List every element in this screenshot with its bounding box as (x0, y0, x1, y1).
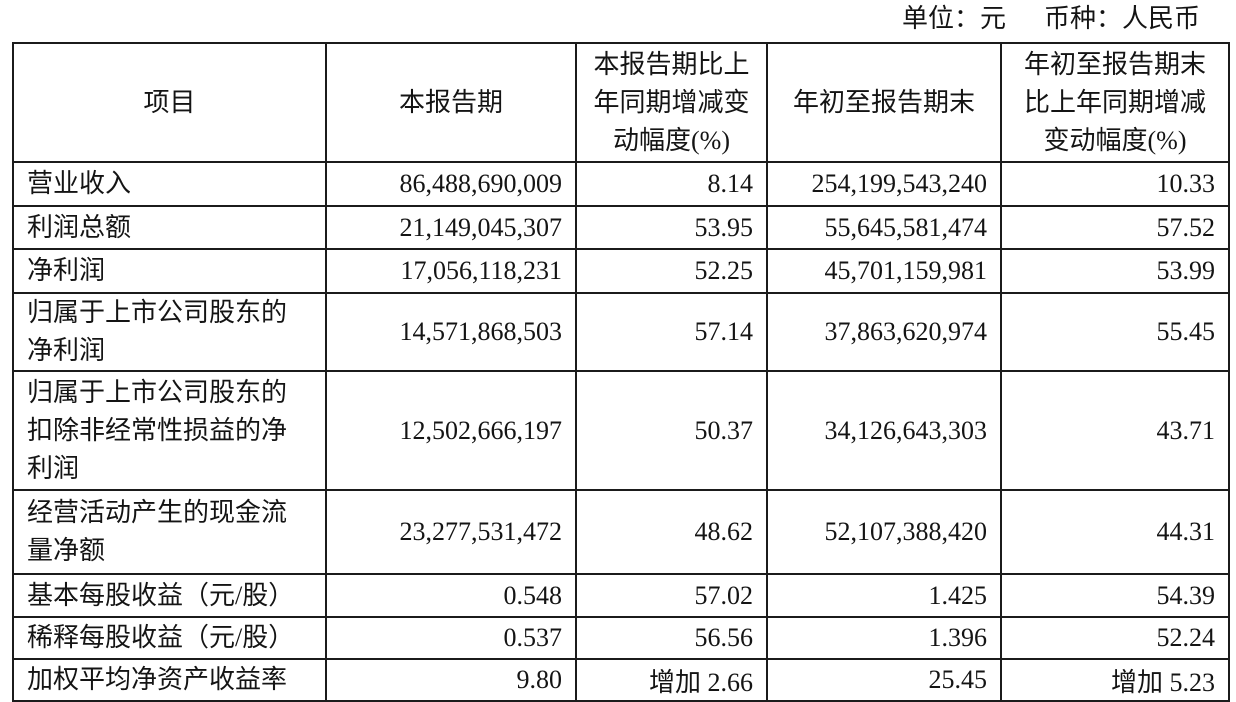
cell-item: 加权平均净资产收益率 (12, 658, 327, 702)
cell-current-change: 57.02 (575, 573, 768, 618)
table-row: 稀释每股收益（元/股） 0.537 56.56 1.396 52.24 (12, 616, 1230, 660)
cell-ytd: 37,863,620,974 (766, 292, 1002, 372)
cell-current-change: 8.14 (575, 161, 768, 207)
table-row: 归属于上市公司股东的 扣除非经常性损益的净 利润 12,502,666,197 … (12, 370, 1230, 491)
cell-current-period: 14,571,868,503 (325, 292, 577, 372)
cell-ytd: 1.425 (766, 573, 1002, 618)
cell-current-change: 57.14 (575, 292, 768, 372)
cell-current-period: 0.537 (325, 616, 577, 660)
col-header-current-change: 本报告期比上 年同期增减变 动幅度(%) (575, 42, 768, 163)
table-row: 归属于上市公司股东的 净利润 14,571,868,503 57.14 37,8… (12, 292, 1230, 372)
cell-current-change: 增加 2.66 (575, 658, 768, 702)
cell-ytd: 55,645,581,474 (766, 205, 1002, 250)
cell-current-period: 12,502,666,197 (325, 370, 577, 491)
cell-ytd: 254,199,543,240 (766, 161, 1002, 207)
cell-current-change: 50.37 (575, 370, 768, 491)
table-row: 营业收入 86,488,690,009 8.14 254,199,543,240… (12, 161, 1230, 207)
cell-ytd: 52,107,388,420 (766, 489, 1002, 575)
cell-current-period: 9.80 (325, 658, 577, 702)
cell-current-period: 23,277,531,472 (325, 489, 577, 575)
table-row: 经营活动产生的现金流 量净额 23,277,531,472 48.62 52,1… (12, 489, 1230, 575)
cell-ytd-change: 57.52 (1000, 205, 1230, 250)
cell-ytd-change: 55.45 (1000, 292, 1230, 372)
col-header-ytd: 年初至报告期末 (766, 42, 1002, 163)
cell-ytd: 1.396 (766, 616, 1002, 660)
cell-ytd: 45,701,159,981 (766, 248, 1002, 294)
cell-item: 净利润 (12, 248, 327, 294)
cell-item: 经营活动产生的现金流 量净额 (12, 489, 327, 575)
cell-ytd: 34,126,643,303 (766, 370, 1002, 491)
table-header-row: 项目 本报告期 本报告期比上 年同期增减变 动幅度(%) 年初至报告期末 年初至… (12, 42, 1230, 163)
cell-item: 归属于上市公司股东的 扣除非经常性损益的净 利润 (12, 370, 327, 491)
col-header-item: 项目 (12, 42, 327, 163)
cell-current-period: 0.548 (325, 573, 577, 618)
table-row: 利润总额 21,149,045,307 53.95 55,645,581,474… (12, 205, 1230, 250)
cell-ytd-change: 52.24 (1000, 616, 1230, 660)
cell-item: 基本每股收益（元/股） (12, 573, 327, 618)
cell-ytd-change: 增加 5.23 (1000, 658, 1230, 702)
currency-label: 币种：人民币 (1043, 4, 1200, 33)
cell-current-change: 52.25 (575, 248, 768, 294)
cell-ytd-change: 43.71 (1000, 370, 1230, 491)
cell-current-change: 56.56 (575, 616, 768, 660)
cell-ytd: 25.45 (766, 658, 1002, 702)
table-row: 净利润 17,056,118,231 52.25 45,701,159,981 … (12, 248, 1230, 294)
unit-currency-line: 单位：元 币种：人民币 (0, 3, 1200, 35)
cell-current-period: 17,056,118,231 (325, 248, 577, 294)
cell-ytd-change: 54.39 (1000, 573, 1230, 618)
cell-current-period: 86,488,690,009 (325, 161, 577, 207)
cell-item: 稀释每股收益（元/股） (12, 616, 327, 660)
col-header-current-period: 本报告期 (325, 42, 577, 163)
unit-label: 单位：元 (901, 4, 1006, 33)
cell-item: 归属于上市公司股东的 净利润 (12, 292, 327, 372)
cell-ytd-change: 53.99 (1000, 248, 1230, 294)
cell-item: 营业收入 (12, 161, 327, 207)
cell-current-change: 48.62 (575, 489, 768, 575)
cell-current-change: 53.95 (575, 205, 768, 250)
financial-summary-table: 项目 本报告期 本报告期比上 年同期增减变 动幅度(%) 年初至报告期末 年初至… (12, 42, 1230, 702)
cell-ytd-change: 10.33 (1000, 161, 1230, 207)
cell-item: 利润总额 (12, 205, 327, 250)
cell-ytd-change: 44.31 (1000, 489, 1230, 575)
col-header-ytd-change: 年初至报告期末 比上年同期增减 变动幅度(%) (1000, 42, 1230, 163)
cell-current-period: 21,149,045,307 (325, 205, 577, 250)
table-row: 基本每股收益（元/股） 0.548 57.02 1.425 54.39 (12, 573, 1230, 618)
table-row: 加权平均净资产收益率 9.80 增加 2.66 25.45 增加 5.23 (12, 658, 1230, 702)
